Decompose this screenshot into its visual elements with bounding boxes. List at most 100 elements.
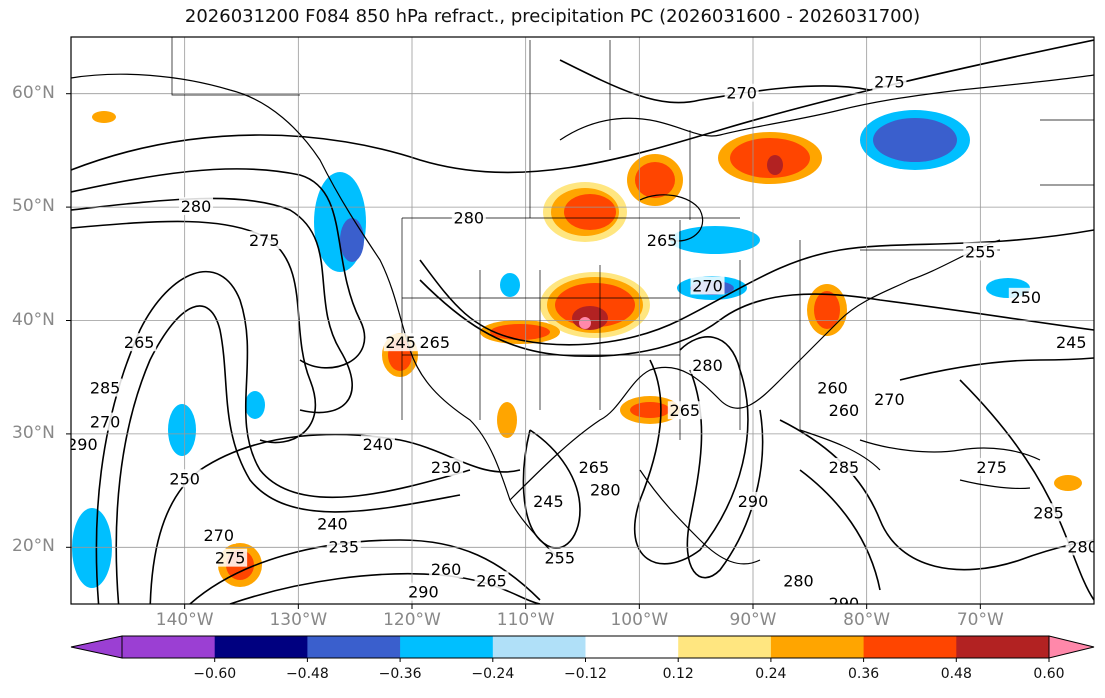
- contour-label: 265: [476, 571, 507, 590]
- contour-label: 265: [579, 458, 610, 477]
- colorbar-tick-label: 0.36: [848, 666, 880, 682]
- contour-label: 230: [431, 458, 462, 477]
- contour-label-bg: [247, 231, 282, 250]
- contour-label: 255: [544, 549, 575, 568]
- colorbar-tick-label: 0.60: [1033, 666, 1065, 682]
- contour-label: 270: [726, 84, 757, 103]
- contour-label-bg: [201, 525, 236, 544]
- lat-label: 20°N: [12, 536, 55, 557]
- contour-label-bg: [429, 559, 464, 578]
- colorbar-tick-label: 0.48: [940, 666, 972, 682]
- contour-label-bg: [451, 208, 486, 227]
- lon-label: 100°W: [610, 610, 669, 630]
- coastlines: [71, 73, 1094, 565]
- contour-label: 280: [692, 356, 723, 375]
- contour-label: 285: [90, 379, 121, 398]
- contour-label: 265: [647, 231, 678, 250]
- contour-label-bg: [781, 571, 816, 590]
- contour-label: 270: [692, 276, 723, 295]
- contour-label: 270: [874, 390, 905, 409]
- contour-label: 245: [385, 333, 416, 352]
- contour-label-bg: [690, 355, 725, 374]
- lat-label: 60°N: [12, 82, 55, 103]
- contour-label-bg: [872, 389, 907, 408]
- contour-label-bg: [645, 231, 680, 250]
- contour-label: 280: [454, 208, 485, 227]
- contour-label-bg: [88, 378, 123, 397]
- contour-label: 250: [1011, 288, 1042, 307]
- contour-label-bg: [406, 582, 441, 601]
- contour-label: 275: [249, 231, 280, 250]
- lon-label: 70°W: [956, 610, 1004, 630]
- lon-label: 80°W: [843, 610, 891, 630]
- lat-label: 40°N: [12, 309, 55, 330]
- contour-label: 280: [1067, 537, 1098, 556]
- contour-label: 280: [181, 197, 212, 216]
- graticule: [71, 37, 1094, 604]
- contour-label: 265: [670, 401, 701, 420]
- colorbar-tick-label: −0.24: [471, 666, 515, 682]
- contour-label-bg: [724, 83, 759, 102]
- contour-label-bg: [417, 333, 452, 352]
- contour-label-bg: [429, 457, 464, 476]
- contour-label-bg: [974, 457, 1009, 476]
- contour-label: 275: [874, 72, 905, 91]
- colorbar-tick-label: −0.12: [564, 666, 607, 682]
- contour-label: 260: [817, 379, 848, 398]
- contour-label: 255: [965, 242, 996, 261]
- contour-label-bg: [179, 197, 214, 216]
- contour-labels: 280 275 265 285 270 290 250 270 275 240 230 240 235 2…: [71, 72, 1098, 613]
- colorbar-tick-label: −0.60: [193, 666, 237, 682]
- contour-label-bg: [736, 491, 770, 510]
- axis-ticks: [66, 93, 981, 609]
- contour-label-bg: [1031, 503, 1066, 522]
- contour-label: 240: [317, 515, 348, 534]
- contour-label: 265: [419, 333, 450, 352]
- contour-label: 280: [783, 571, 814, 590]
- lon-label: 130°W: [269, 610, 328, 630]
- contour-label-bg: [542, 548, 577, 567]
- map-title: 2026031200 F084 850 hPa refract., precip…: [184, 6, 921, 27]
- contour-label: 270: [90, 413, 121, 432]
- lon-label: 90°W: [729, 610, 777, 630]
- contour-label-bg: [531, 491, 566, 510]
- contour-label-bg: [963, 242, 998, 261]
- contour-label: 240: [363, 435, 394, 454]
- contour-label-bg: [326, 537, 361, 556]
- lon-label: 110°W: [496, 610, 555, 630]
- contour-label-bg: [1065, 537, 1094, 556]
- contour-label-bg: [315, 514, 350, 533]
- lat-label: 50°N: [12, 196, 55, 217]
- contour-label-bg: [383, 333, 418, 352]
- colorbar-tick-label: 0.24: [755, 666, 787, 682]
- contour-label: 245: [1056, 333, 1087, 352]
- contour-label-bg: [167, 469, 202, 488]
- contour-label-bg: [872, 72, 907, 91]
- contour-label: 270: [203, 526, 234, 545]
- contour-label: 260: [829, 401, 860, 420]
- contour-label-bg: [826, 594, 861, 604]
- contour-label: 275: [215, 549, 246, 568]
- colorbar-tick-label: 0.12: [662, 666, 694, 682]
- contour-label-bg: [213, 548, 248, 567]
- contour-label-bg: [71, 435, 100, 454]
- lon-label: 120°W: [383, 610, 441, 630]
- contour-label-bg: [474, 571, 509, 590]
- contour-label-bg: [576, 457, 611, 476]
- contour-label-bg: [690, 276, 725, 295]
- contour-label: 285: [829, 458, 860, 477]
- contour-label-bg: [360, 435, 395, 454]
- contour-label: 285: [1033, 503, 1064, 522]
- contour-label: 235: [329, 537, 360, 556]
- contour-label: 275: [976, 458, 1007, 477]
- contour-label: 290: [738, 492, 769, 511]
- lon-label: 140°W: [155, 610, 214, 630]
- colorbar-tick-label: −0.48: [285, 666, 329, 682]
- contour-label-bg: [1008, 287, 1043, 306]
- colorbar-tick-label: −0.36: [378, 666, 422, 682]
- contour-label: 290: [829, 594, 860, 613]
- contour-label: 290: [408, 583, 439, 602]
- contour-label: 245: [533, 492, 564, 511]
- contour-label-bg: [826, 457, 861, 476]
- contour-label-bg: [1054, 333, 1089, 352]
